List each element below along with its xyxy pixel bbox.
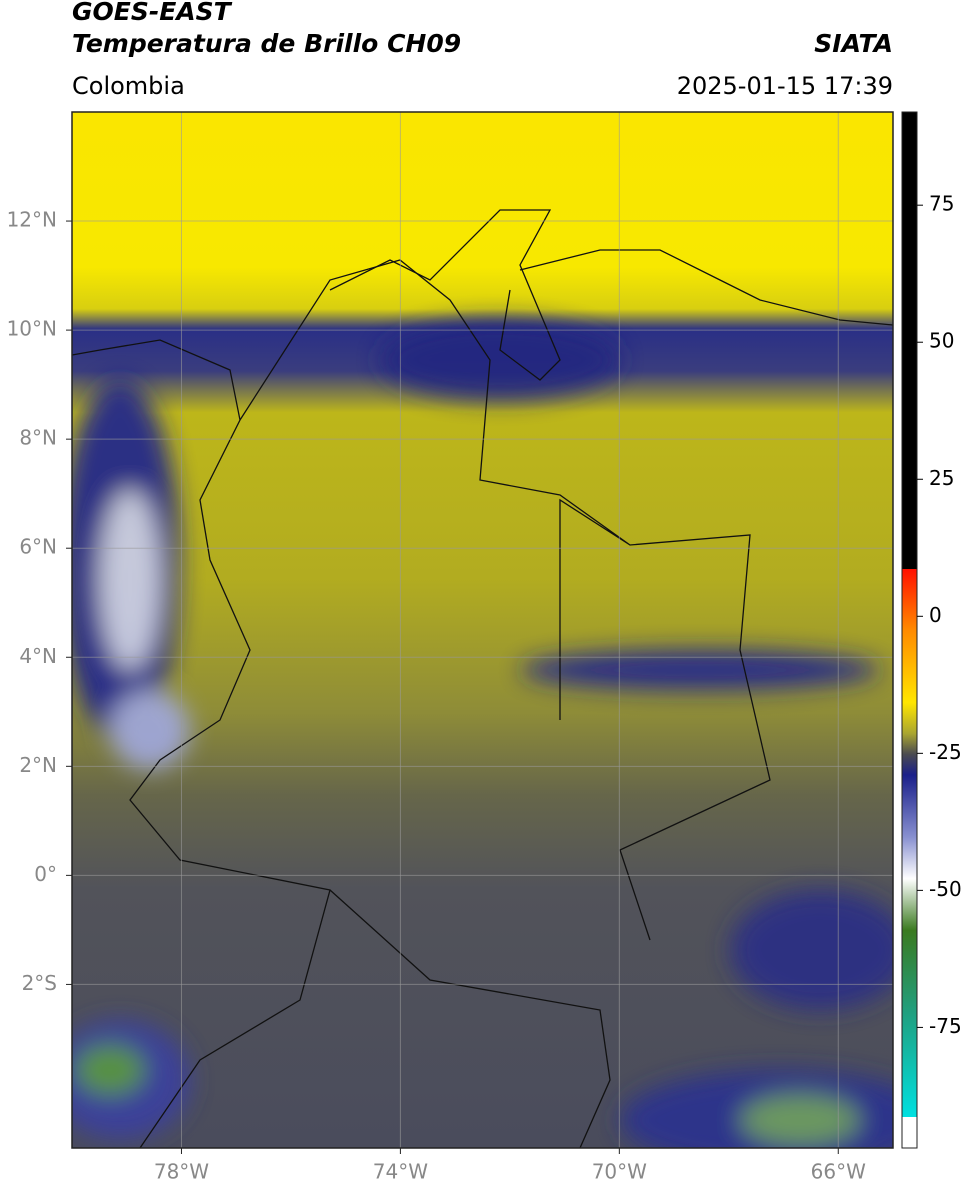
y-tick-label: 8°N <box>19 426 57 450</box>
y-tick-label: 2°N <box>19 753 57 777</box>
x-tick-label: 70°W <box>592 1160 647 1184</box>
x-tick-label: 66°W <box>811 1160 866 1184</box>
y-tick-label: 0° <box>34 862 57 886</box>
satellite-image <box>72 112 893 1148</box>
colorbar-tick-label: 25 <box>929 466 954 490</box>
colorbar-tick-label: -25 <box>929 740 962 764</box>
map-frame <box>71 111 894 1149</box>
colorbar-tick-label: 50 <box>929 329 954 353</box>
colorbar <box>901 111 918 1149</box>
x-tick-label: 74°W <box>373 1160 428 1184</box>
title: Temperatura de Brillo CH09 <box>72 29 461 58</box>
colorbar-tick-label: -75 <box>929 1014 962 1038</box>
y-tick-label: 10°N <box>7 317 57 341</box>
x-tick-label: 78°W <box>154 1160 209 1184</box>
colorbar-tick-label: 75 <box>929 192 954 216</box>
colorbar-tick-label: 0 <box>929 603 942 627</box>
y-tick-label: 12°N <box>7 208 57 232</box>
y-tick-label: 6°N <box>19 535 57 559</box>
source: SIATA <box>814 29 893 58</box>
y-tick-label: 2°S <box>22 971 57 995</box>
colorbar-tick-label: -50 <box>929 877 962 901</box>
y-tick-label: 4°N <box>19 644 57 668</box>
region: Colombia <box>72 72 185 100</box>
datetime: 2025-01-15 17:39 <box>677 72 893 100</box>
title: GOES-EAST <box>72 0 233 26</box>
